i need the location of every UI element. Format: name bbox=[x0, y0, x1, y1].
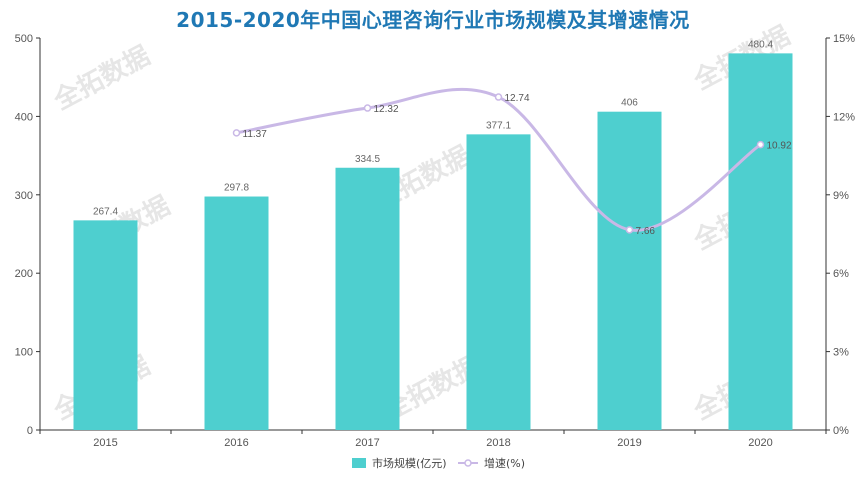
watermark-text: 全拓数据 bbox=[48, 40, 155, 117]
bar-value-label: 334.5 bbox=[355, 154, 380, 165]
y-right-tick-label: 15% bbox=[833, 33, 855, 45]
chart-title: 2015-2020年中国心理咨询行业市场规模及其增速情况 bbox=[176, 8, 690, 32]
bar bbox=[335, 167, 400, 430]
legend: 市场规模(亿元) 增速(%) bbox=[352, 456, 525, 470]
rate-value-label: 12.32 bbox=[374, 104, 399, 115]
x-tick-label: 2016 bbox=[224, 437, 248, 449]
x-tick-label: 2018 bbox=[486, 437, 510, 449]
rate-value-label: 10.92 bbox=[767, 141, 792, 152]
y-left-tick-label: 200 bbox=[15, 268, 33, 280]
y-left-tick-label: 300 bbox=[15, 190, 33, 202]
y-left-tick-label: 0 bbox=[27, 425, 33, 437]
rate-point bbox=[232, 129, 241, 137]
y-right-tick-label: 0% bbox=[833, 425, 849, 437]
x-tick-label: 2020 bbox=[748, 437, 772, 449]
bar-value-label: 267.4 bbox=[93, 206, 118, 217]
watermark-layer: 全拓数据全拓数据全拓数据全拓数据全拓数据全拓数据全拓数据全拓数据 bbox=[48, 20, 795, 427]
rate-point bbox=[363, 104, 372, 112]
x-tick-label: 2017 bbox=[355, 437, 379, 449]
bar-series bbox=[73, 53, 793, 431]
bar bbox=[466, 134, 531, 430]
bar-value-label: 297.8 bbox=[224, 183, 249, 194]
bar bbox=[204, 196, 269, 430]
bar-value-labels: 267.4 297.8 334.5 377.1 406 480.4 bbox=[93, 39, 773, 217]
bar bbox=[73, 220, 138, 430]
bar bbox=[597, 111, 662, 431]
rate-value-label: 11.37 bbox=[243, 129, 268, 140]
bar-value-label: 377.1 bbox=[486, 120, 511, 131]
legend-label-line: 增速(%) bbox=[484, 456, 525, 470]
y-left-tick-label: 100 bbox=[15, 347, 33, 359]
x-tick-label: 2015 bbox=[93, 437, 117, 449]
y-right-tick-label: 3% bbox=[833, 347, 849, 359]
rate-point bbox=[625, 226, 634, 234]
bar-value-label: 406 bbox=[621, 98, 638, 109]
x-tick-label: 2019 bbox=[617, 437, 641, 449]
y-right-tick-label: 6% bbox=[833, 268, 849, 280]
y-left-tick-label: 400 bbox=[15, 111, 33, 123]
rate-point bbox=[494, 93, 503, 101]
legend-label-bar: 市场规模(亿元) bbox=[372, 456, 447, 470]
y-right-tick-label: 12% bbox=[833, 111, 855, 123]
y-right-tick-label: 9% bbox=[833, 190, 849, 202]
rate-value-label: 7.66 bbox=[636, 226, 656, 237]
axes-layer: 0 100 200 300 400 500 0% 3% 6% 9% 12% 15% 2015 2016 20… bbox=[15, 33, 856, 449]
rate-series: 11.37 12.32 12.74 7.66 10.92 bbox=[232, 87, 792, 237]
legend-swatch-bar bbox=[352, 458, 366, 468]
rate-point bbox=[756, 140, 765, 149]
y-left-tick-label: 500 bbox=[15, 33, 33, 45]
bar-value-label: 480.4 bbox=[748, 39, 773, 50]
rate-value-label: 12.74 bbox=[505, 93, 530, 104]
legend-swatch-marker bbox=[464, 459, 472, 467]
rate-line bbox=[236, 87, 762, 232]
bar bbox=[728, 53, 793, 431]
